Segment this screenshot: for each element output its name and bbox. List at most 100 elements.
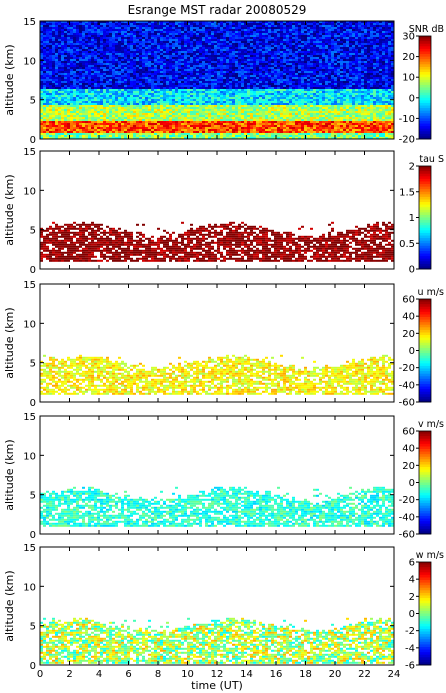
heatmap-cell [289, 135, 292, 137]
heatmap-cell [286, 41, 289, 43]
heatmap-cell [106, 93, 109, 95]
heatmap-cell [241, 93, 244, 95]
heatmap-cell [241, 75, 244, 77]
heatmap-cell [214, 75, 217, 77]
heatmap-cell [79, 71, 82, 73]
heatmap-cell [277, 125, 280, 127]
heatmap-cell [223, 67, 226, 69]
heatmap-cell [70, 81, 73, 83]
heatmap-cell [286, 119, 289, 121]
heatmap-cell [205, 23, 208, 25]
heatmap-cell [268, 43, 271, 45]
heatmap-cell [175, 47, 178, 49]
heatmap-cell [166, 119, 169, 121]
heatmap-cell [40, 121, 43, 123]
heatmap-cell [67, 81, 70, 83]
heatmap-cell [79, 47, 82, 49]
heatmap-cell [211, 127, 214, 129]
heatmap-cell [187, 87, 190, 89]
heatmap-cell [79, 99, 82, 101]
heatmap-cell [235, 75, 238, 77]
heatmap-cell [148, 79, 151, 81]
heatmap-cell [160, 53, 163, 55]
heatmap-cell [124, 67, 127, 69]
heatmap-cell [76, 37, 79, 39]
heatmap-cell [289, 131, 292, 133]
heatmap-cell [115, 93, 118, 95]
heatmap-cell [217, 81, 220, 83]
heatmap-cell [241, 129, 244, 131]
heatmap-cell [46, 93, 49, 95]
heatmap-cell [283, 115, 286, 117]
heatmap-cell [61, 105, 64, 107]
heatmap-cell [250, 111, 253, 113]
heatmap-cell [160, 49, 163, 51]
heatmap-cell [178, 133, 181, 135]
heatmap-cell [106, 113, 109, 115]
heatmap-cell [58, 63, 61, 65]
heatmap-cell [76, 113, 79, 115]
heatmap-cell [169, 137, 172, 139]
heatmap-cell [100, 81, 103, 83]
heatmap-cell [55, 127, 58, 129]
heatmap-cell [106, 37, 109, 39]
heatmap-cell [184, 39, 187, 41]
heatmap-cell [184, 43, 187, 45]
heatmap-cell [91, 79, 94, 81]
heatmap-cell [124, 55, 127, 57]
heatmap-cell [217, 125, 220, 127]
heatmap-cell [40, 53, 43, 55]
heatmap-cell [235, 97, 238, 99]
heatmap-cell [85, 93, 88, 95]
heatmap-cell [43, 51, 46, 53]
heatmap-cell [82, 25, 85, 27]
heatmap-cell [166, 53, 169, 55]
heatmap-cell [67, 101, 70, 103]
heatmap-cell [214, 95, 217, 97]
heatmap-cell [82, 103, 85, 105]
heatmap-cell [130, 49, 133, 51]
heatmap-cell [244, 131, 247, 133]
heatmap-cell [211, 115, 214, 117]
heatmap-cell [112, 111, 115, 113]
heatmap-cell [61, 39, 64, 41]
heatmap-cell [280, 81, 283, 83]
heatmap-cell [283, 75, 286, 77]
heatmap-cell [163, 65, 166, 67]
heatmap-cell [142, 63, 145, 65]
heatmap-cell [163, 61, 166, 63]
heatmap-cell [181, 125, 184, 127]
heatmap-cell [94, 129, 97, 131]
heatmap-cell [247, 65, 250, 67]
heatmap-cell [196, 49, 199, 51]
heatmap-cell [115, 33, 118, 35]
heatmap-cell [142, 61, 145, 63]
heatmap-cell [118, 75, 121, 77]
heatmap-cell [148, 93, 151, 95]
heatmap-cell [100, 31, 103, 33]
heatmap-cell [211, 87, 214, 89]
heatmap-cell [292, 31, 295, 33]
heatmap-cell [133, 103, 136, 105]
heatmap-cell [259, 55, 262, 57]
heatmap-cell [256, 57, 259, 59]
heatmap-cell [52, 107, 55, 109]
heatmap-cell [217, 137, 220, 139]
heatmap-cell [43, 93, 46, 95]
heatmap-cell [169, 91, 172, 93]
heatmap-cell [46, 123, 49, 125]
heatmap-cell [217, 31, 220, 33]
heatmap-cell [208, 137, 211, 139]
heatmap-cell [70, 45, 73, 47]
heatmap-cell [277, 51, 280, 53]
heatmap-cell [241, 67, 244, 69]
heatmap-cell [58, 59, 61, 61]
heatmap-cell [49, 27, 52, 29]
heatmap-cell [157, 131, 160, 133]
heatmap-cell [103, 45, 106, 47]
heatmap-cell [40, 33, 43, 35]
heatmap-cell [166, 33, 169, 35]
heatmap-cell [268, 109, 271, 111]
heatmap-cell [82, 29, 85, 31]
heatmap-cell [205, 59, 208, 61]
